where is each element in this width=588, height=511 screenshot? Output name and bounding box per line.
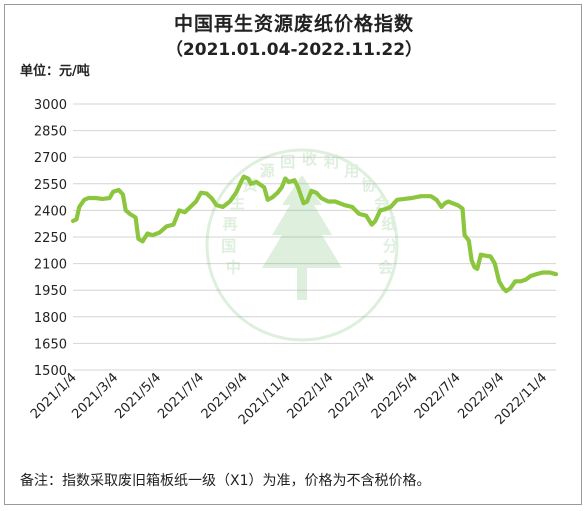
series-line	[70, 174, 559, 294]
footnote: 备注：指数采取废旧箱板纸一级（X1）为准，价格为不含税价格。	[20, 473, 431, 489]
chart-title: 中国再生资源废纸价格指数	[173, 13, 414, 35]
x-tick-label: 2021/7/4	[155, 370, 207, 422]
y-tick-label: 2850	[34, 125, 67, 140]
y-tick-label: 1500	[34, 364, 67, 379]
y-tick-label: 2550	[34, 178, 67, 193]
x-tick-label: 2022/5/4	[369, 370, 421, 422]
x-axis: 2021/1/42021/3/42021/5/42021/7/42021/9/4…	[28, 370, 550, 428]
x-tick-label: 2022/3/4	[326, 370, 378, 422]
y-tick-label: 2400	[34, 204, 67, 219]
watermark-tree-icon	[262, 175, 342, 300]
x-tick-label: 2021/3/4	[69, 370, 121, 422]
watermark-seal: 中国再生资源回收利用协会纸分会	[205, 148, 399, 342]
grid-lines	[73, 103, 556, 371]
y-tick-label: 3000	[34, 98, 67, 113]
watermark-ring	[205, 148, 399, 342]
x-tick-label: 2021/5/4	[112, 370, 164, 422]
chart-subtitle: （2021.01.04-2022.11.22）	[165, 40, 423, 60]
y-tick-label: 1800	[34, 311, 67, 326]
y-tick-label: 2100	[34, 258, 67, 273]
y-tick-label: 1650	[34, 337, 67, 352]
y-tick-label: 2700	[34, 151, 67, 166]
watermark-text: 中国再生资源回收利用协会纸分会	[221, 150, 398, 277]
y-axis-unit-label: 单位：元/吨	[20, 64, 90, 79]
y-axis: 1500 1650 1800 1950 2100 2250 2400 2550 2700 2850…	[34, 98, 67, 379]
y-tick-label: 2250	[34, 231, 67, 246]
y-tick-label: 1950	[34, 284, 67, 299]
x-tick-label: 2022/7/4	[412, 370, 464, 422]
